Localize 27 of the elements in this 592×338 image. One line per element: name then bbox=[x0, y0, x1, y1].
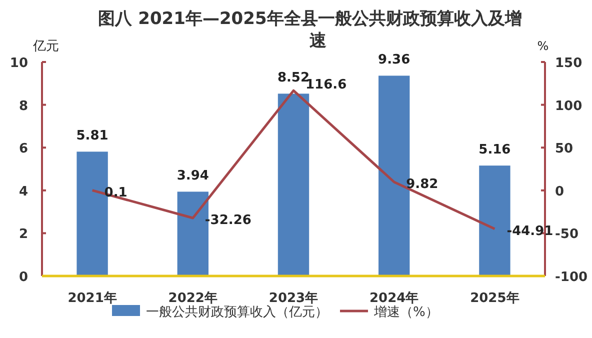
x-tick-label: 2022年 bbox=[168, 291, 218, 306]
x-tick-label: 2024年 bbox=[370, 291, 419, 306]
y-tick-label: 4 bbox=[18, 184, 28, 200]
chart-title: 图八 2021年—2025年全县一般公共财政预算收入及增速 bbox=[98, 9, 522, 51]
y-tick-label: 10 bbox=[10, 56, 28, 71]
x-tick-label: 2025年 bbox=[470, 291, 520, 306]
y2-tick-label: -50 bbox=[555, 227, 578, 242]
data-label: 3.94 bbox=[176, 168, 209, 184]
data-label: 9.36 bbox=[378, 52, 410, 68]
y2-tick-label: 0 bbox=[555, 184, 564, 200]
y2-tick-label: 150 bbox=[555, 56, 582, 71]
y2-axis-title: % bbox=[537, 39, 549, 53]
y-axis-title: 亿元 bbox=[32, 39, 59, 54]
y-tick-label: 2 bbox=[18, 227, 28, 242]
legend-label: 一般公共财政预算收入（亿元） bbox=[146, 305, 328, 320]
y2-tick-label: -100 bbox=[555, 270, 588, 285]
y-tick-label: 6 bbox=[18, 142, 28, 157]
y-tick-label: 0 bbox=[18, 270, 28, 285]
y2-tick-label: 100 bbox=[555, 98, 582, 114]
y-tick-label: 8 bbox=[18, 98, 28, 114]
legend-label: 增速（%） bbox=[373, 305, 438, 320]
data-label: 5.16 bbox=[478, 142, 511, 158]
data-label: 5.81 bbox=[76, 128, 108, 144]
y2-tick-label: 50 bbox=[555, 142, 574, 157]
bar bbox=[278, 94, 310, 276]
x-tick-label: 2021年 bbox=[68, 291, 117, 306]
x-tick-label: 2023年 bbox=[268, 291, 318, 306]
